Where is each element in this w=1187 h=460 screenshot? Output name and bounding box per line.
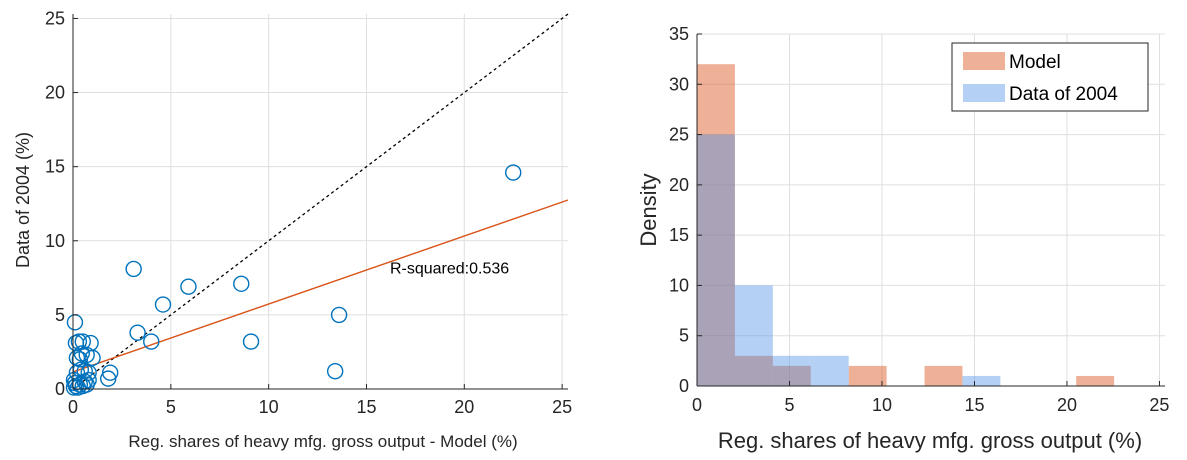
scatter-x-tick-label: 0 [68, 397, 78, 417]
scatter-y-tick-label: 20 [45, 83, 65, 103]
regression-fit-line [72, 199, 569, 373]
scatter-y-tick-label: 5 [55, 305, 65, 325]
histogram-x-tick-label: 5 [784, 395, 794, 415]
histogram-bar-data-2004 [772, 355, 811, 386]
histogram-bar-data-2004 [810, 355, 849, 386]
scatter-points [65, 164, 522, 396]
histogram-bar-model [772, 365, 811, 386]
scatter-axes [72, 14, 568, 390]
histogram-x-tick-label: 10 [872, 395, 892, 415]
scatter-point [326, 363, 344, 380]
histogram-x-tick-label: 20 [1057, 395, 1077, 415]
scatter-point [84, 349, 101, 367]
scatter-gridlines [72, 14, 568, 390]
histogram-panel: 0 5 10 15 20 25 0 5 10 15 20 25 30 35 Model Data of 2… [636, 24, 1169, 453]
scatter-y-tick-label: 0 [55, 379, 65, 399]
histogram-x-tick-label: 25 [1149, 395, 1169, 415]
scatter-x-tick-label: 5 [166, 397, 176, 417]
scatter-y-tick-label: 15 [45, 157, 65, 177]
histogram-y-tick-label: 0 [679, 376, 689, 396]
histogram-bar-model [1076, 375, 1115, 386]
scatter-point [66, 314, 84, 331]
histogram-y-tick-label: 10 [669, 275, 689, 295]
scatter-point [80, 371, 97, 389]
scatter-point [125, 260, 142, 278]
scatter-tick-labels: 0 5 10 15 20 25 0 5 10 15 20 25 [45, 8, 572, 417]
legend-swatch-model [963, 52, 1005, 70]
histogram-bar-model [697, 64, 735, 387]
histogram-x-axis-label: Reg. shares of heavy mfg. gross output (… [718, 428, 1142, 453]
scatter-y-axis-label: Data of 2004 (%) [13, 132, 33, 268]
histogram-y-tick-label: 20 [669, 175, 689, 195]
scatter-panel: 0 5 10 15 20 25 0 5 10 15 20 25 R-squared:0.536 Reg… [13, 8, 572, 451]
scatter-point [233, 275, 250, 292]
histogram-bar-model [734, 355, 773, 386]
scatter-point [180, 278, 197, 295]
histogram-x-tick-label: 15 [964, 395, 984, 415]
histogram-bar-model [924, 365, 963, 386]
legend-label-data-2004: Data of 2004 [1009, 84, 1118, 105]
scatter-point [154, 296, 172, 313]
histogram-bar-model [848, 365, 887, 386]
histogram-bars [697, 64, 1115, 387]
legend-label-model: Model [1009, 52, 1061, 73]
scatter-x-axis-label: Reg. shares of heavy mfg. gross output -… [128, 432, 517, 451]
r-squared-annotation: R-squared:0.536 [390, 260, 509, 277]
scatter-y-tick-label: 25 [45, 8, 65, 28]
histogram-x-tick-label: 0 [692, 395, 702, 415]
scatter-point [242, 333, 260, 350]
histogram-y-tick-label: 30 [669, 74, 689, 94]
scatter-x-tick-label: 25 [552, 397, 572, 417]
histogram-y-tick-label: 15 [669, 225, 689, 245]
legend-swatch-data-2004 [963, 84, 1005, 102]
histogram-bar-data-2004 [734, 285, 773, 386]
scatter-point [143, 333, 160, 350]
scatter-y-tick-label: 10 [45, 231, 65, 251]
legend-box [951, 42, 1149, 112]
histogram-axes [696, 33, 1165, 387]
scatter-point [129, 324, 146, 341]
scatter-x-tick-label: 15 [356, 397, 376, 417]
scatter-point [505, 164, 522, 181]
histogram-bar-data-2004 [962, 375, 1001, 386]
histogram-legend: Model Data of 2004 [951, 42, 1149, 112]
histogram-y-tick-label: 35 [669, 24, 689, 44]
scatter-point [80, 364, 97, 381]
histogram-bar-data-2004 [697, 134, 735, 386]
scatter-point [330, 306, 348, 324]
identity-line [72, 13, 569, 390]
scatter-x-tick-label: 10 [259, 397, 279, 417]
histogram-y-axis-label: Density [636, 173, 661, 246]
scatter-point [70, 333, 88, 350]
scatter-point [65, 379, 83, 396]
scatter-point [101, 364, 119, 381]
scatter-x-tick-label: 20 [454, 397, 474, 417]
histogram-y-tick-label: 25 [669, 125, 689, 145]
histogram-tick-labels: 0 5 10 15 20 25 0 5 10 15 20 25 30 35 [669, 24, 1169, 415]
scatter-reference-lines [72, 13, 569, 390]
histogram-y-tick-label: 5 [679, 326, 689, 346]
